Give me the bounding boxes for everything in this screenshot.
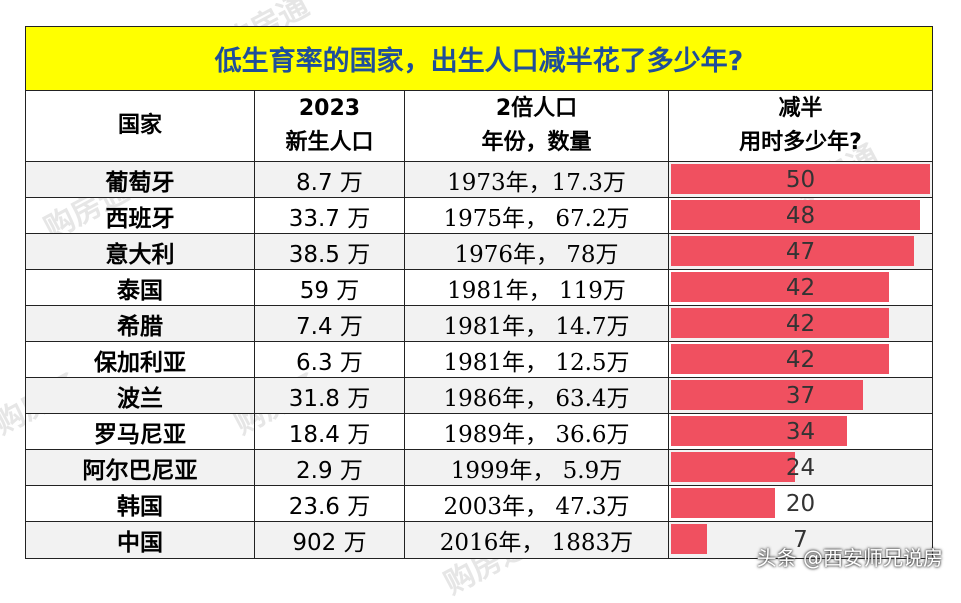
country-cell: 希腊 bbox=[26, 306, 255, 341]
years-bar bbox=[671, 308, 889, 338]
years-label: 47 bbox=[785, 238, 816, 265]
table-row: 韩国 23.6 万 2003年， 47.3万 20 bbox=[26, 486, 932, 522]
years-label: 7 bbox=[793, 527, 808, 553]
table-row: 波兰 31.8 万 1986年， 63.4万 37 bbox=[26, 378, 932, 414]
header-double-population: 2倍人口 年份，数量 bbox=[405, 90, 669, 162]
country-cell: 意大利 bbox=[26, 234, 255, 269]
years-bar bbox=[671, 416, 848, 446]
years-label: 20 bbox=[785, 490, 816, 517]
years-label: 48 bbox=[785, 202, 816, 229]
years-bar bbox=[671, 236, 915, 266]
table-row: 泰国 59 万 1981年， 119万 42 bbox=[26, 270, 932, 306]
years-bar bbox=[671, 164, 930, 194]
country-cell: 波兰 bbox=[26, 378, 255, 413]
years-to-halve-cell: 20 bbox=[669, 486, 932, 521]
years-bar bbox=[671, 380, 863, 410]
years-bar bbox=[671, 452, 796, 482]
births-2023-cell: 38.5 万 bbox=[255, 234, 405, 269]
table-row: 罗马尼亚 18.4 万 1989年， 36.6万 34 bbox=[26, 414, 932, 450]
years-bar bbox=[671, 488, 775, 518]
births-2023-cell: 902 万 bbox=[255, 522, 405, 558]
years-label: 42 bbox=[785, 274, 816, 301]
years-to-halve-cell: 34 bbox=[669, 414, 932, 449]
country-cell: 泰国 bbox=[26, 270, 255, 305]
years-label: 24 bbox=[785, 454, 816, 481]
table-row: 保加利亚 6.3 万 1981年， 12.5万 42 bbox=[26, 342, 932, 378]
years-bar bbox=[671, 272, 889, 302]
years-to-halve-cell: 42 bbox=[669, 270, 932, 305]
years-label: 37 bbox=[785, 382, 816, 409]
double-population-cell: 1986年， 63.4万 bbox=[405, 378, 669, 413]
double-population-cell: 2016年， 1883万 bbox=[405, 522, 669, 558]
country-cell: 保加利亚 bbox=[26, 342, 255, 377]
double-population-cell: 1981年， 12.5万 bbox=[405, 342, 669, 377]
country-cell: 西班牙 bbox=[26, 198, 255, 233]
table-row: 希腊 7.4 万 1981年， 14.7万 42 bbox=[26, 306, 932, 342]
births-2023-cell: 7.4 万 bbox=[255, 306, 405, 341]
births-2023-cell: 59 万 bbox=[255, 270, 405, 305]
header-line: 2023 bbox=[298, 95, 361, 121]
years-to-halve-cell: 50 bbox=[669, 162, 932, 197]
births-2023-cell: 23.6 万 bbox=[255, 486, 405, 521]
table-row: 西班牙 33.7 万 1975年， 67.2万 48 bbox=[26, 198, 932, 234]
table-title: 低生育率的国家，出生人口减半花了多少年? bbox=[26, 27, 932, 91]
double-population-cell: 2003年， 47.3万 bbox=[405, 486, 669, 521]
years-label: 50 bbox=[785, 166, 816, 193]
years-label: 42 bbox=[785, 346, 816, 373]
years-to-halve-cell: 48 bbox=[669, 198, 932, 233]
header-line: 2倍人口 bbox=[495, 95, 578, 121]
country-cell: 葡萄牙 bbox=[26, 162, 255, 197]
births-2023-cell: 8.7 万 bbox=[255, 162, 405, 197]
double-population-cell: 1981年， 119万 bbox=[405, 270, 669, 305]
double-population-cell: 1973年，17.3万 bbox=[405, 162, 669, 197]
data-table: 低生育率的国家，出生人口减半花了多少年? 国家 2023 新生人口 2倍人口 年… bbox=[25, 26, 933, 559]
years-to-halve-cell: 47 bbox=[669, 234, 932, 269]
double-population-cell: 1981年， 14.7万 bbox=[405, 306, 669, 341]
births-2023-cell: 2.9 万 bbox=[255, 450, 405, 485]
header-country: 国家 bbox=[26, 90, 255, 162]
years-to-halve-cell: 37 bbox=[669, 378, 932, 413]
years-to-halve-cell: 7 bbox=[669, 522, 932, 558]
header-years-to-halve: 减半 用时多少年? bbox=[669, 90, 932, 162]
table-row: 中国 902 万 2016年， 1883万 7 bbox=[26, 522, 932, 558]
years-label: 42 bbox=[785, 310, 816, 337]
header-line: 新生人口 bbox=[285, 129, 374, 155]
header-line: 年份，数量 bbox=[481, 129, 592, 155]
header-births-2023: 2023 新生人口 bbox=[255, 90, 405, 162]
births-2023-cell: 31.8 万 bbox=[255, 378, 405, 413]
header-line: 用时多少年? bbox=[739, 129, 862, 155]
source-credit: 头条 @西安师兄说房 bbox=[756, 546, 943, 570]
years-to-halve-cell: 42 bbox=[669, 306, 932, 341]
country-cell: 韩国 bbox=[26, 486, 255, 521]
births-2023-cell: 18.4 万 bbox=[255, 414, 405, 449]
header-line: 减半 bbox=[778, 95, 823, 121]
country-cell: 罗马尼亚 bbox=[26, 414, 255, 449]
header-line: 国家 bbox=[117, 112, 162, 138]
table-row: 意大利 38.5 万 1976年， 78万 47 bbox=[26, 234, 932, 270]
double-population-cell: 1989年， 36.6万 bbox=[405, 414, 669, 449]
table-body: 葡萄牙 8.7 万 1973年，17.3万 50 西班牙 33.7 万 1975年， 67.… bbox=[26, 162, 932, 558]
years-label: 34 bbox=[785, 418, 816, 445]
double-population-cell: 1999年， 5.9万 bbox=[405, 450, 669, 485]
table-row: 葡萄牙 8.7 万 1973年，17.3万 50 bbox=[26, 162, 932, 198]
double-population-cell: 1976年， 78万 bbox=[405, 234, 669, 269]
years-bar bbox=[671, 200, 920, 230]
years-bar bbox=[671, 524, 708, 554]
births-2023-cell: 33.7 万 bbox=[255, 198, 405, 233]
double-population-cell: 1975年， 67.2万 bbox=[405, 198, 669, 233]
country-cell: 阿尔巴尼亚 bbox=[26, 450, 255, 485]
births-2023-cell: 6.3 万 bbox=[255, 342, 405, 377]
table-row: 阿尔巴尼亚 2.9 万 1999年， 5.9万 24 bbox=[26, 450, 932, 486]
years-to-halve-cell: 24 bbox=[669, 450, 932, 485]
country-cell: 中国 bbox=[26, 522, 255, 558]
years-bar bbox=[671, 344, 889, 374]
years-to-halve-cell: 42 bbox=[669, 342, 932, 377]
